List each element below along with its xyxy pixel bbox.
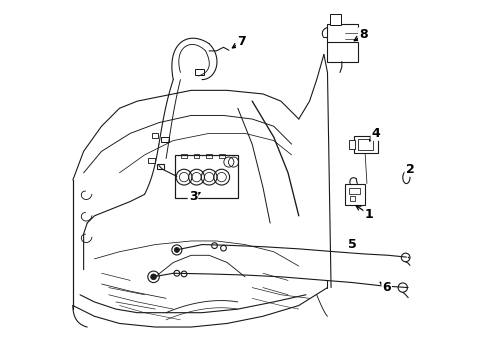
Bar (330, 14, 341, 25)
Bar (157, 164, 164, 169)
Bar (195, 69, 204, 75)
Text: 6: 6 (382, 281, 391, 294)
Text: 1: 1 (365, 208, 373, 221)
Bar (354, 136, 378, 153)
Text: 7: 7 (237, 35, 246, 49)
Bar (350, 196, 355, 201)
Circle shape (151, 274, 156, 280)
Bar (161, 137, 169, 142)
Bar (349, 140, 355, 149)
Bar (206, 154, 212, 158)
Bar (152, 134, 158, 138)
Bar (219, 154, 224, 158)
Bar (327, 24, 358, 62)
Text: 8: 8 (359, 28, 368, 41)
Bar (181, 154, 187, 158)
Bar (175, 155, 238, 198)
Text: 5: 5 (348, 238, 357, 251)
Bar (194, 154, 199, 158)
Text: 3: 3 (189, 190, 197, 203)
Bar (358, 139, 373, 150)
Bar (349, 188, 361, 194)
Bar (148, 158, 155, 163)
Text: 4: 4 (371, 127, 380, 140)
Circle shape (174, 247, 179, 252)
Bar (345, 184, 365, 205)
Text: 2: 2 (406, 163, 415, 176)
